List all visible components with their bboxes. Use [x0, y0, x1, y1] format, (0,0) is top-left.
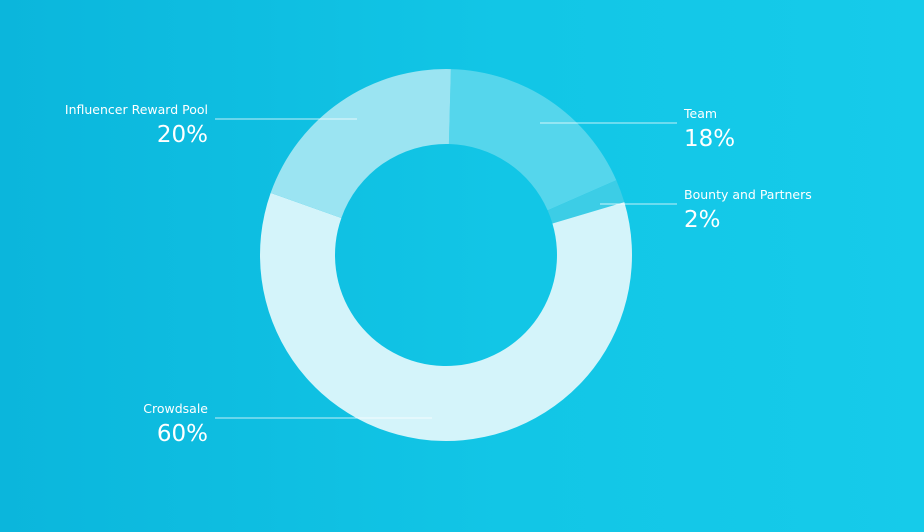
- slice-name-crowdsale: Crowdsale: [143, 401, 208, 416]
- slice-percent-influencer-reward-pool: 20%: [157, 122, 208, 148]
- slice-percent-team: 18%: [684, 126, 735, 152]
- slice-bounty-and-partners: [547, 180, 625, 224]
- slice-percent-bounty-and-partners: 2%: [684, 207, 721, 233]
- donut-slices: [260, 69, 632, 441]
- slice-name-team: Team: [683, 106, 717, 121]
- slice-crowdsale: [260, 192, 632, 441]
- slice-percent-crowdsale: 60%: [157, 421, 208, 447]
- slice-team: [448, 69, 617, 211]
- slice-name-bounty-and-partners: Bounty and Partners: [684, 187, 812, 202]
- slice-name-influencer-reward-pool: Influencer Reward Pool: [65, 102, 208, 117]
- slice-influencer-reward-pool: [270, 69, 451, 218]
- slice-labels: Team 18% Bounty and Partners 2% Crowdsale 60%…: [65, 102, 812, 447]
- leader-lines: [215, 118, 677, 419]
